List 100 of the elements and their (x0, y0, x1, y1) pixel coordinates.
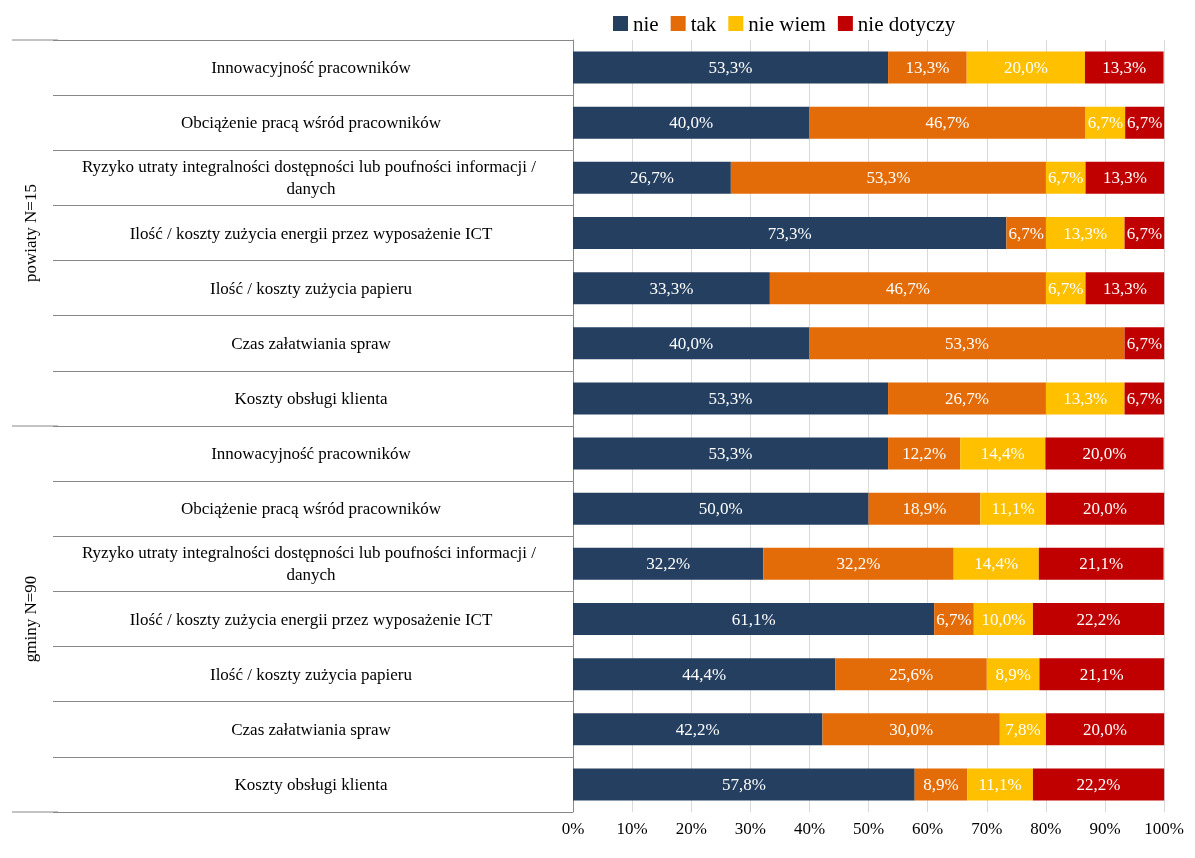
data-label: 26,7% (945, 388, 989, 408)
data-label: 46,7% (885, 278, 930, 298)
bar (573, 437, 889, 470)
bar (573, 658, 836, 691)
bar (573, 161, 731, 194)
data-label: 21,1% (1079, 664, 1124, 684)
data-label: 20,0% (1003, 58, 1048, 78)
data-label: 13,3% (1102, 278, 1147, 298)
bar (573, 217, 1007, 249)
bar (769, 272, 1046, 305)
data-label: 12,2% (902, 444, 947, 464)
data-label: 14,4% (974, 554, 1019, 574)
legend-label: nie (633, 11, 659, 36)
x-tick-label: 40% (793, 819, 826, 838)
bar (1045, 437, 1164, 470)
data-label: 20,0% (1083, 499, 1128, 519)
bar (573, 51, 889, 84)
bar (730, 161, 1046, 194)
data-label: 73,3% (767, 223, 812, 243)
bar (573, 272, 770, 305)
bar (573, 492, 869, 525)
data-label: 13,3% (905, 58, 950, 78)
data-label: 53,3% (866, 168, 911, 188)
bar (1085, 272, 1165, 305)
data-label: 8,9% (923, 774, 959, 794)
x-tick-label: 80% (1030, 819, 1062, 838)
bar (573, 713, 823, 746)
data-label: 13,3% (1063, 223, 1108, 243)
bar (1084, 51, 1164, 84)
data-label: 40,0% (669, 333, 714, 353)
bar (1032, 768, 1165, 801)
x-tick-label: 10% (616, 819, 648, 838)
data-label: 53,3% (945, 333, 989, 353)
data-label: 32,2% (836, 554, 881, 574)
text: powiaty N=15 (20, 184, 40, 282)
bar (967, 768, 1033, 801)
x-tick-label: 50% (853, 819, 885, 838)
x-tick-label: 30% (734, 819, 766, 838)
bar (888, 437, 961, 470)
data-label: 7,8% (1005, 719, 1041, 739)
y-tick-label: Koszty obsługi klienta (234, 388, 388, 408)
bar (966, 51, 1085, 84)
bar (953, 547, 1039, 580)
bar (573, 547, 764, 580)
bar (1039, 658, 1165, 691)
data-label: 53,3% (708, 58, 753, 78)
y-tick-label: Ilość / koszty zużycia energii przez wyposażenie ICT (129, 609, 493, 629)
bar (809, 327, 1125, 360)
data-label: 32,2% (646, 554, 691, 574)
y-tick-label: Innowacyjność pracowników (211, 444, 412, 464)
data-label: 14,4% (980, 444, 1025, 464)
bar (822, 713, 1000, 746)
y-tick-label: Czas załatwiania spraw (231, 333, 392, 353)
data-label: 6,7% (1048, 168, 1084, 188)
data-label: 22,2% (1076, 774, 1121, 794)
data-label: 20,0% (1083, 719, 1128, 739)
bar (868, 492, 981, 525)
data-label: 6,7% (936, 609, 972, 629)
data-label: 20,0% (1082, 444, 1127, 464)
data-label: 11,1% (991, 499, 1035, 519)
bar (980, 492, 1046, 525)
bar (1038, 547, 1164, 580)
data-label: 10,0% (981, 609, 1026, 629)
data-label: 46,7% (925, 113, 970, 133)
data-label: 21,1% (1079, 554, 1124, 574)
y-tick-label: Ryzyko utraty integralności dostępności lub poufności informacji / danych (81, 543, 541, 585)
y-tick-label: Ilość / koszty zużycia energii przez wyposażenie ICT (129, 223, 493, 243)
bar (573, 327, 810, 360)
y-tick-label: Ilość / koszty zużycia papieru (209, 664, 413, 684)
data-label: 6,7% (1126, 113, 1163, 133)
data-label: 53,3% (708, 444, 753, 464)
data-label: 40,0% (669, 113, 714, 133)
bar (809, 106, 1086, 139)
data-label: 44,4% (682, 664, 727, 684)
bar (1045, 492, 1165, 525)
bar (835, 658, 987, 691)
x-tick-label: 0% (561, 819, 585, 838)
bar (1085, 161, 1165, 194)
data-label: 6,7% (1048, 278, 1084, 298)
y-tick-label: Czas załatwiania spraw (231, 719, 392, 739)
y-tick-label: Obciążenie pracą wśród pracowników (180, 113, 442, 133)
bar (573, 382, 889, 415)
data-label: 50,0% (698, 499, 743, 519)
text: gminy N=90 (20, 575, 40, 663)
bar (960, 437, 1046, 470)
x-tick-label: 60% (912, 819, 944, 838)
bar (1032, 603, 1165, 635)
x-tick-label: 20% (675, 819, 707, 838)
legend-label: nie dotyczy (857, 11, 956, 36)
y-tick-label: Obciążenie pracą wśród pracowników (180, 499, 442, 519)
data-label: 6,7% (1008, 223, 1044, 243)
y-tick-label: Innowacyjność pracowników (211, 58, 412, 78)
data-label: 42,2% (675, 719, 720, 739)
data-label: 6,7% (1126, 223, 1163, 243)
data-label: 30,0% (889, 719, 934, 739)
bar (888, 382, 1046, 415)
data-label: 8,9% (995, 664, 1031, 684)
data-label: 61,1% (731, 609, 776, 629)
bar (1045, 382, 1125, 415)
data-label: 6,7% (1126, 333, 1163, 353)
